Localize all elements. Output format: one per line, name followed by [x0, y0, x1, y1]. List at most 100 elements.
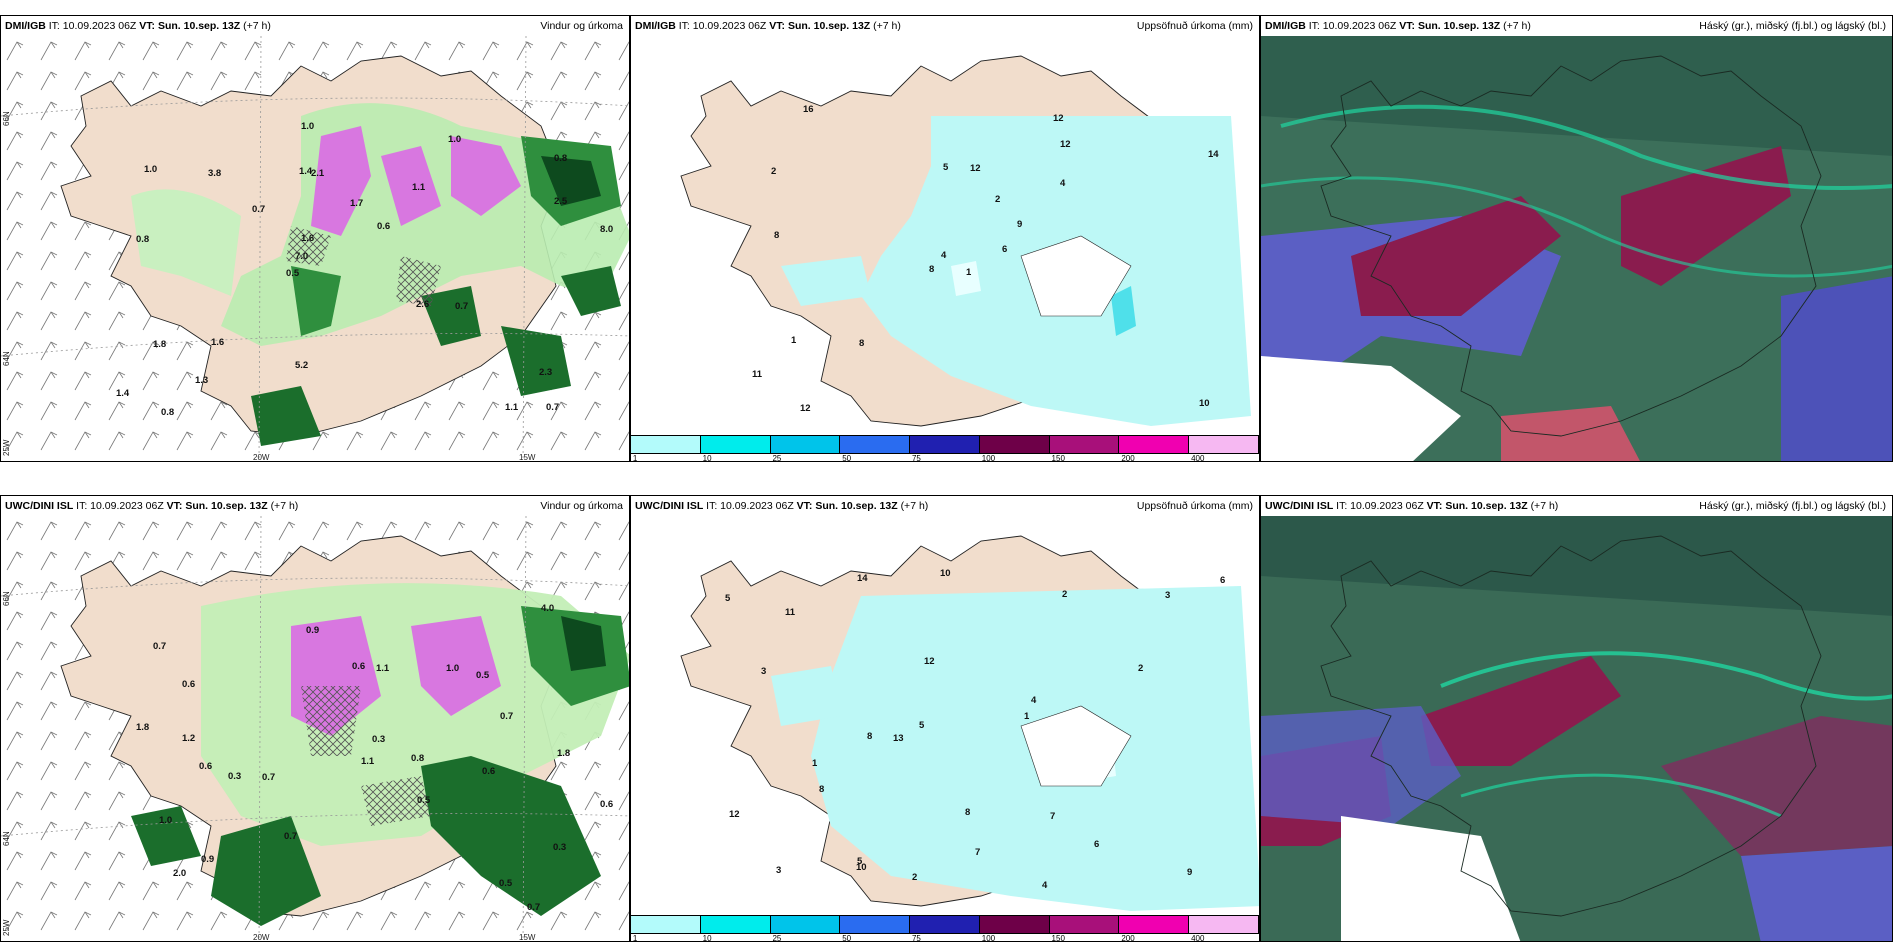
value-label: 2.0	[173, 868, 186, 879]
value-label: 0.6	[199, 761, 212, 772]
value-label: 1	[791, 335, 797, 346]
value-label: 8	[859, 338, 864, 349]
precip-shading	[131, 583, 629, 926]
lead-time: (+7 h)	[900, 500, 929, 512]
value-label: 1.7	[350, 198, 363, 209]
colorbar-tick-label: 100	[981, 934, 996, 942]
precip-value-labels: 0.7 0.8 0.8 0.5 1.1 0.8 1.4 1.7 1.8 0.7 1.4 1.3 2.1 0…	[116, 121, 613, 418]
value-label: 1.1	[361, 756, 375, 767]
colorbar-swatch	[1119, 436, 1190, 453]
value-label: 12	[970, 163, 981, 174]
value-label: 1.4	[299, 166, 313, 177]
colorbar-tick-label: 1	[632, 934, 638, 942]
value-label: 8.0	[600, 224, 613, 235]
value-label: 4	[1060, 178, 1066, 189]
value-label: 0.8	[136, 234, 149, 245]
model-name: UWC/DINI ISL	[1265, 500, 1334, 512]
precip-shading	[131, 103, 629, 446]
value-label: 16	[803, 104, 814, 115]
colorbar-swatch	[700, 436, 771, 453]
init-time: IT: 10.09.2023 06Z	[1336, 500, 1424, 512]
accum-shading	[781, 116, 1251, 426]
init-time: IT: 10.09.2023 06Z	[706, 500, 794, 512]
lat-label-64n: 64N	[2, 351, 11, 366]
colorbar-tick-label: 25	[772, 934, 782, 942]
value-label: 2	[912, 872, 917, 883]
value-label: 7.0	[295, 251, 308, 262]
value-label: 2	[771, 166, 776, 177]
lon-label-20w: 20W	[253, 453, 270, 462]
value-label: 0.7	[284, 831, 297, 842]
colorbar-swatch	[979, 436, 1050, 453]
value-label: 8	[819, 784, 824, 795]
value-label: 1.8	[557, 748, 570, 759]
value-label: 10	[940, 568, 951, 579]
value-label: 0.7	[527, 902, 540, 913]
colorbar-swatch	[1049, 916, 1120, 933]
valid-time-label: VT:	[796, 500, 813, 512]
value-label: 0.3	[553, 842, 566, 853]
valid-time: Sun. 10.sep. 13Z	[787, 20, 871, 32]
colorbar-tick-label: 10	[702, 934, 712, 942]
value-label: 3	[761, 666, 766, 677]
value-label: 2.6	[416, 299, 429, 310]
panel-dmi-clouds: DMI/IGB IT: 10.09.2023 06Z VT: Sun. 10.s…	[1260, 15, 1893, 462]
model-name: UWC/DINI ISL	[5, 500, 74, 512]
value-label: 0.8	[554, 153, 567, 164]
value-label: 7	[1050, 811, 1055, 822]
value-label: 4	[1042, 880, 1048, 891]
value-label: 1	[812, 758, 818, 769]
value-label: 12	[1053, 113, 1064, 124]
valid-time-label: VT:	[1399, 20, 1416, 32]
lon-label-15w: 15W	[519, 933, 536, 942]
value-label: 4.0	[541, 603, 554, 614]
colorbar-swatches	[631, 915, 1259, 934]
panel-header: DMI/IGB IT: 10.09.2023 06Z VT: Sun. 10.s…	[1, 16, 629, 36]
value-label: 0.6	[377, 221, 390, 232]
valid-time: Sun. 10.sep. 13Z	[157, 20, 241, 32]
lat-label-64n: 64N	[2, 831, 11, 846]
value-label: 0.7	[252, 204, 265, 215]
colorbar-swatch	[840, 436, 911, 453]
colorbar-tick-label: 75	[911, 934, 921, 942]
value-label: 1	[1024, 711, 1030, 722]
panel-uwc-wind-precip: UWC/DINI ISL IT: 10.09.2023 06Z VT: Sun.…	[0, 495, 630, 942]
panel-header: DMI/IGB IT: 10.09.2023 06Z VT: Sun. 10.s…	[1261, 16, 1892, 36]
panel-uwc-accum-precip: UWC/DINI ISL IT: 10.09.2023 06Z VT: Sun.…	[630, 495, 1260, 942]
precip-colorbar: 1 10 25 50 75 100 150 200 400	[631, 435, 1259, 461]
value-label: 2	[1138, 663, 1143, 674]
value-label: 1.2	[182, 733, 195, 744]
colorbar-tick-label: 200	[1121, 934, 1135, 942]
valid-time-label: VT:	[166, 500, 183, 512]
value-label: 8	[929, 264, 934, 275]
value-label: 0.9	[306, 625, 319, 636]
valid-time: Sun. 10.sep. 13Z	[815, 500, 898, 512]
value-label: 0.5	[417, 795, 431, 806]
product-title: Uppsöfnuð úrkoma (mm)	[1136, 20, 1253, 32]
valid-time: Sun. 10.sep. 13Z	[1445, 500, 1528, 512]
value-label: 3.8	[208, 168, 221, 179]
value-label: 8	[867, 731, 872, 742]
value-label: 6	[1002, 244, 1007, 255]
value-label: 1.6	[211, 337, 224, 348]
value-label: 0.7	[455, 301, 468, 312]
value-label: 3	[776, 865, 781, 876]
value-label: 5.2	[295, 360, 308, 371]
product-title: Uppsöfnuð úrkoma (mm)	[1136, 500, 1253, 512]
value-label: 5	[857, 856, 863, 867]
value-label: 12	[924, 656, 935, 667]
value-label: 3	[1165, 590, 1170, 601]
cloud-cover-map	[1261, 516, 1892, 941]
lon-label-15w: 15W	[519, 453, 536, 462]
value-label: 6	[1094, 839, 1099, 850]
product-title: Háský (gr.), miðský (fj.bl.) og lágský (…	[1699, 500, 1886, 512]
iceland-outline	[1320, 55, 1822, 437]
lead-time: (+7 h)	[270, 500, 299, 512]
init-time: IT: 10.09.2023 06Z	[48, 20, 137, 32]
value-label: 5	[725, 593, 731, 604]
colorbar-tick-label: 150	[1051, 454, 1065, 462]
product-title: Háský (gr.), miðský (fj.bl.) og lágský (…	[1699, 20, 1886, 32]
panel-header: UWC/DINI ISL IT: 10.09.2023 06Z VT: Sun.…	[1, 496, 629, 516]
value-label: 0.3	[228, 771, 241, 782]
